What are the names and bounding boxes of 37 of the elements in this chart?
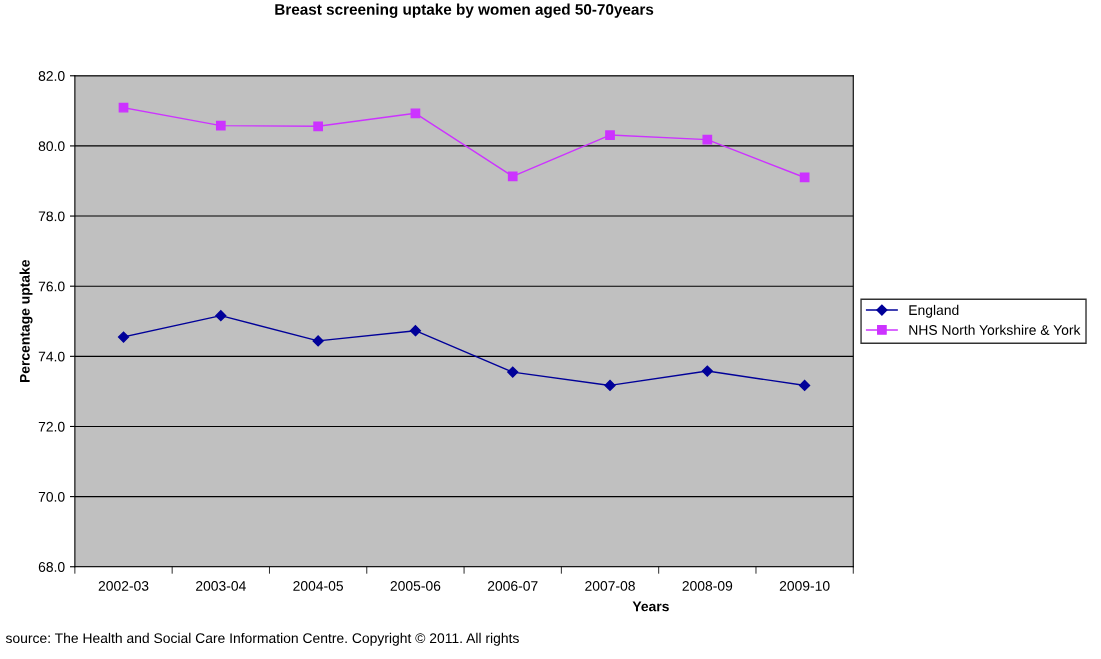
x-tick-label: 2005-06 [390, 581, 441, 591]
x-tick-label: 2004-05 [293, 581, 344, 591]
x-tick-label: 2007-08 [585, 581, 635, 591]
x-tick-label: 2008-09 [682, 581, 733, 591]
point [312, 335, 324, 347]
point [604, 379, 616, 392]
point [799, 379, 811, 392]
x-tick-label: 2009-10 [779, 581, 830, 591]
y-tick-label: 80.0 [38, 141, 65, 152]
point [701, 365, 713, 377]
point [215, 120, 226, 131]
legend-label: England [909, 304, 959, 318]
point [605, 130, 615, 140]
point [118, 102, 129, 113]
point [409, 325, 422, 337]
point [117, 331, 130, 343]
y-tick-label: 72.0 [38, 421, 65, 432]
point [507, 366, 519, 378]
y-tick-label: 68.0 [38, 562, 65, 572]
x-tick-label: 2003-04 [196, 581, 246, 591]
y-tick-label: 82.0 [38, 71, 65, 81]
chart-title: Breast screening uptake by women aged 50-70years [275, 3, 654, 18]
point [410, 108, 421, 119]
point [313, 121, 323, 132]
source-note: source: The Health and Social Care Information Centre. Copyright © 2011. All rights [5, 632, 519, 646]
x-tick-label: 2006-07 [487, 581, 538, 591]
legend-label: NHS North Yorkshire & York [909, 324, 1081, 335]
y-axis-title: Percentage uptake [19, 259, 33, 383]
y-tick-label: 70.0 [38, 491, 65, 502]
y-tick-label: 74.0 [38, 351, 65, 362]
point [215, 310, 227, 322]
x-tick-label: 2002-03 [98, 581, 149, 591]
y-tick-label: 78.0 [38, 211, 65, 222]
point [702, 134, 713, 145]
point [507, 171, 518, 182]
x-axis-title: Years [632, 601, 669, 612]
y-tick-label: 76.0 [38, 281, 65, 292]
